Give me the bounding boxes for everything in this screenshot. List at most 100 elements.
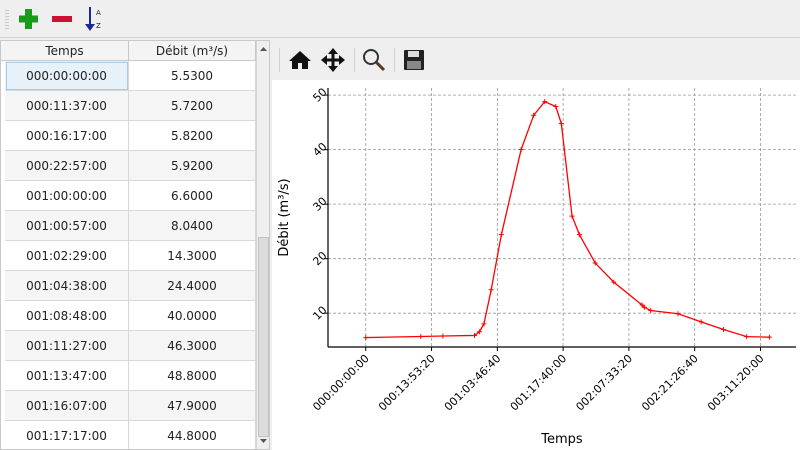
data-point bbox=[611, 279, 617, 285]
save-button[interactable] bbox=[402, 48, 426, 74]
cell-debit[interactable]: 6.6000 bbox=[129, 181, 256, 211]
table-row[interactable]: 001:04:38:00 24.4000 bbox=[1, 271, 256, 301]
chart: 000:00:00:00 000:13:53:20 001:03:46:40 001:… bbox=[277, 86, 796, 447]
save-icon bbox=[404, 50, 424, 70]
cell-temps[interactable]: 001:11:27:00 bbox=[5, 331, 129, 361]
data-point bbox=[553, 104, 559, 110]
cell-temps[interactable]: 001:08:48:00 bbox=[5, 301, 129, 331]
table-row[interactable]: 000:22:57:00 5.9200 bbox=[1, 151, 256, 181]
data-point bbox=[558, 120, 564, 126]
cell-temps[interactable]: 001:17:17:00 bbox=[5, 421, 129, 449]
cell-temps[interactable]: 000:11:37:00 bbox=[5, 91, 129, 121]
table-row[interactable]: 001:17:17:00 44.8000 bbox=[1, 421, 256, 449]
y-tick-label: 40 bbox=[310, 140, 329, 159]
svg-text:Z: Z bbox=[96, 22, 101, 30]
table-row[interactable]: 001:00:57:00 8.0400 bbox=[1, 211, 256, 241]
table-row[interactable]: 001:13:47:00 48.8000 bbox=[1, 361, 256, 391]
x-tick-label: 001:03:46:40 bbox=[442, 352, 504, 414]
cell-debit[interactable]: 8.0400 bbox=[129, 211, 256, 241]
table-scrollbar[interactable] bbox=[256, 41, 270, 449]
x-tick-label: 003:11:20:00 bbox=[705, 352, 767, 414]
series-line bbox=[365, 100, 770, 339]
table-row[interactable]: 001:00:00:00 6.6000 bbox=[1, 181, 256, 211]
data-point bbox=[639, 302, 645, 308]
cell-debit[interactable]: 5.7200 bbox=[129, 91, 256, 121]
cell-temps[interactable]: 001:00:00:00 bbox=[5, 181, 129, 211]
y-tick-label: 20 bbox=[310, 249, 329, 268]
zoom-button[interactable] bbox=[361, 48, 386, 74]
pan-button[interactable] bbox=[321, 48, 345, 74]
data-point bbox=[744, 334, 750, 340]
data-point bbox=[518, 147, 524, 153]
table-row[interactable]: 000:11:37:00 5.7200 bbox=[1, 91, 256, 121]
data-point bbox=[766, 334, 772, 340]
table-row[interactable]: 001:02:29:00 14.3000 bbox=[1, 241, 256, 271]
column-header-temps[interactable]: Temps bbox=[1, 41, 129, 61]
cell-debit[interactable]: 44.8000 bbox=[129, 421, 256, 449]
data-point bbox=[721, 327, 727, 333]
remove-row-button[interactable] bbox=[50, 6, 74, 32]
data-point bbox=[476, 329, 482, 335]
cell-debit[interactable]: 5.5300 bbox=[129, 61, 256, 91]
data-point bbox=[569, 213, 575, 219]
data-point bbox=[481, 321, 487, 327]
cell-temps[interactable]: 001:02:29:00 bbox=[5, 241, 129, 271]
pan-icon bbox=[321, 48, 345, 72]
toolbar-separator bbox=[354, 48, 355, 72]
data-point bbox=[698, 319, 704, 325]
remove-icon bbox=[52, 16, 72, 22]
table-row[interactable]: 001:16:07:00 47.9000 bbox=[1, 391, 256, 421]
cell-temps[interactable]: 001:00:57:00 bbox=[5, 211, 129, 241]
cell-temps[interactable]: 000:22:57:00 bbox=[5, 151, 129, 181]
cell-debit[interactable]: 40.0000 bbox=[129, 301, 256, 331]
x-tick-label: 002:07:33:20 bbox=[573, 352, 635, 414]
column-header-debit[interactable]: Débit (m³/s) bbox=[129, 41, 256, 61]
add-icon bbox=[19, 9, 38, 29]
scroll-down-icon[interactable] bbox=[257, 435, 270, 447]
data-point bbox=[488, 287, 494, 293]
cell-debit[interactable]: 5.9200 bbox=[129, 151, 256, 181]
cell-debit[interactable]: 47.9000 bbox=[129, 391, 256, 421]
data-point bbox=[542, 99, 548, 105]
toolbar-separator bbox=[394, 48, 395, 72]
data-point bbox=[498, 232, 504, 238]
cell-temps[interactable]: 000:00:00:00 bbox=[5, 61, 129, 91]
scrollbar-thumb[interactable] bbox=[258, 237, 269, 437]
y-tick-label: 30 bbox=[310, 195, 329, 214]
cell-debit[interactable]: 14.3000 bbox=[129, 241, 256, 271]
zoom-icon bbox=[363, 49, 386, 72]
cell-temps[interactable]: 001:04:38:00 bbox=[5, 271, 129, 301]
data-point bbox=[576, 232, 582, 238]
table-row[interactable]: 001:11:27:00 46.3000 bbox=[1, 331, 256, 361]
cell-debit[interactable]: 5.8200 bbox=[129, 121, 256, 151]
data-point bbox=[592, 260, 598, 266]
cell-temps[interactable]: 001:16:07:00 bbox=[5, 391, 129, 421]
svg-text:A: A bbox=[96, 9, 101, 17]
cell-debit[interactable]: 46.3000 bbox=[129, 331, 256, 361]
x-tick-label: 000:00:00:00 bbox=[310, 352, 372, 414]
y-tick-label: 50 bbox=[310, 86, 329, 105]
add-row-button[interactable] bbox=[17, 6, 41, 32]
x-tick-label: 000:13:53:20 bbox=[376, 352, 438, 414]
data-point bbox=[440, 333, 446, 339]
toolbar-separator bbox=[279, 48, 280, 72]
table-row[interactable]: 000:00:00:00 5.5300 bbox=[1, 61, 256, 91]
home-button[interactable] bbox=[288, 48, 312, 74]
data-table: Temps Débit (m³/s) 000:00:00:00 5.5300 000… bbox=[0, 40, 270, 450]
scroll-up-icon[interactable] bbox=[257, 43, 270, 55]
y-tick-label: 10 bbox=[310, 304, 329, 323]
cell-debit[interactable]: 24.4000 bbox=[129, 271, 256, 301]
x-tick-label: 002:21:26:40 bbox=[639, 352, 701, 414]
cell-debit[interactable]: 48.8000 bbox=[129, 361, 256, 391]
table-row[interactable]: 000:16:17:00 5.8200 bbox=[1, 121, 256, 151]
toolbar-grip[interactable] bbox=[5, 9, 9, 29]
data-point bbox=[648, 307, 654, 313]
data-point bbox=[363, 335, 369, 341]
table-row[interactable]: 001:08:48:00 40.0000 bbox=[1, 301, 256, 331]
cell-temps[interactable]: 001:13:47:00 bbox=[5, 361, 129, 391]
cell-temps[interactable]: 000:16:17:00 bbox=[5, 121, 129, 151]
x-axis-label: Temps bbox=[540, 432, 583, 447]
data-point bbox=[471, 332, 477, 338]
